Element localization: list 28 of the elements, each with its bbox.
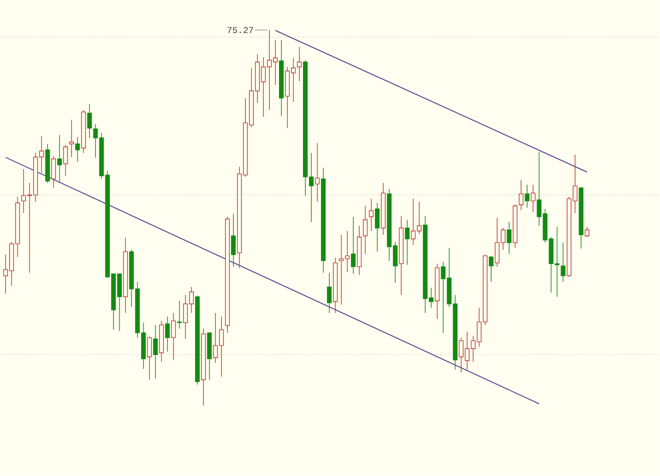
candlestick bbox=[87, 104, 92, 138]
candlestick bbox=[350, 216, 356, 274]
candlestick bbox=[177, 300, 182, 330]
candlestick bbox=[153, 324, 158, 380]
candlestick bbox=[314, 142, 320, 202]
candlestick bbox=[57, 134, 62, 184]
candlestick bbox=[368, 198, 374, 232]
candlestick bbox=[518, 180, 524, 211]
candlestick bbox=[165, 316, 170, 352]
candlestick bbox=[326, 272, 332, 314]
candlestick bbox=[374, 202, 380, 252]
candlestick bbox=[530, 184, 536, 212]
candlestick bbox=[231, 214, 236, 268]
candlestick bbox=[488, 256, 494, 282]
candlestick bbox=[171, 312, 176, 360]
candlestick bbox=[63, 144, 68, 176]
candlestick bbox=[147, 336, 152, 380]
candlestick bbox=[69, 120, 74, 158]
candlestick bbox=[560, 242, 566, 282]
candlestick bbox=[524, 184, 530, 208]
candlestick bbox=[75, 136, 80, 162]
candlestick bbox=[584, 226, 590, 238]
candlestick bbox=[362, 206, 368, 254]
annotation: 75.27 bbox=[228, 27, 254, 34]
candlestick bbox=[51, 156, 56, 188]
candlestick bbox=[404, 220, 410, 266]
candlestick bbox=[297, 46, 302, 82]
candlestick bbox=[506, 222, 512, 254]
